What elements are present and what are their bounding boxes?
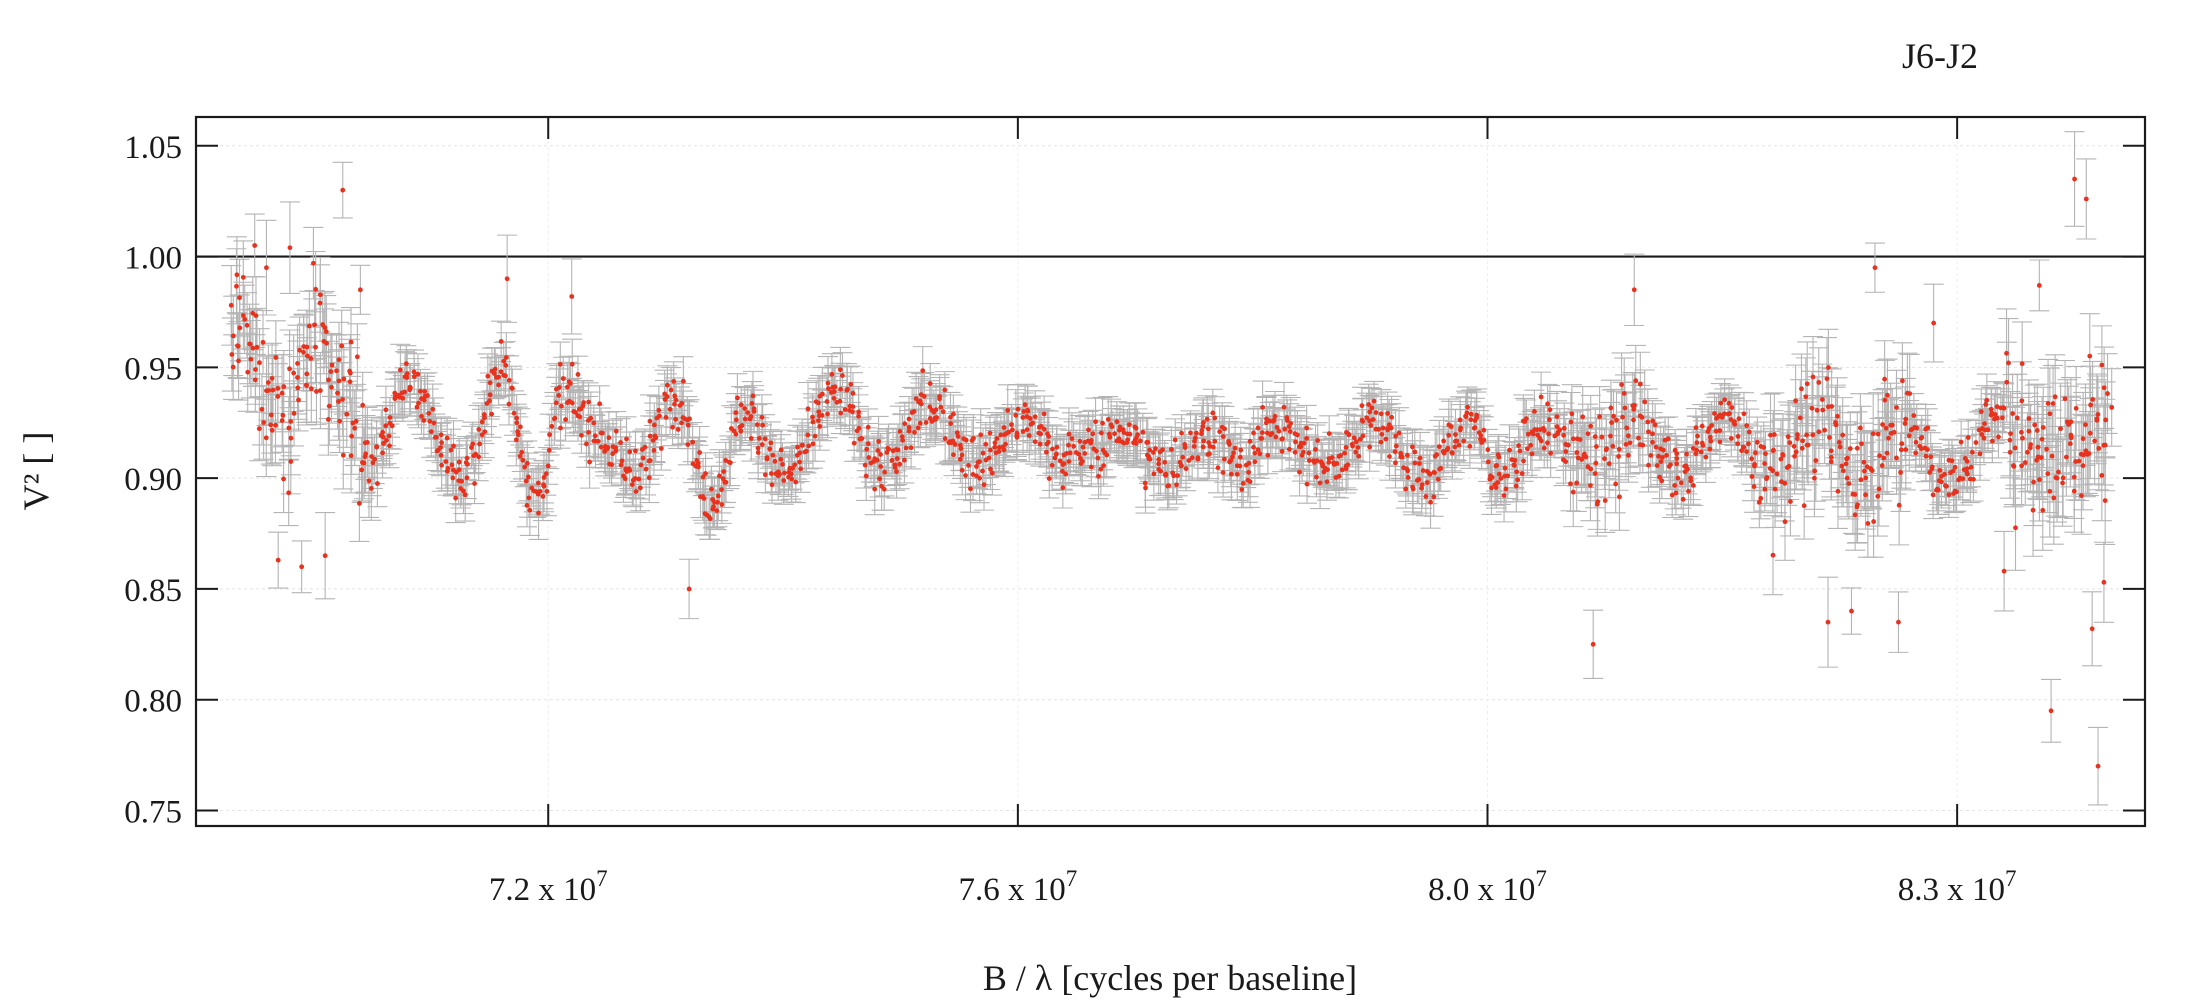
data-point	[304, 344, 310, 350]
data-point	[291, 370, 297, 376]
data-point	[237, 325, 243, 331]
data-point	[230, 333, 236, 339]
data-point	[268, 412, 274, 418]
data-point	[240, 313, 246, 318]
data-point	[259, 406, 265, 412]
data-point	[320, 322, 326, 327]
error-bars	[221, 131, 2122, 806]
data-point	[266, 388, 272, 393]
data-point	[268, 422, 274, 428]
data-point	[288, 419, 294, 424]
data-point	[257, 360, 262, 366]
data-point	[269, 427, 275, 433]
data-point	[324, 340, 329, 346]
data-point	[291, 411, 297, 416]
data-point	[250, 345, 256, 351]
data-point	[313, 344, 318, 350]
data-point	[301, 349, 306, 355]
data-point	[344, 411, 350, 417]
data-point	[273, 422, 278, 428]
data-point	[261, 420, 267, 425]
data-point	[253, 367, 258, 372]
data-point	[234, 283, 239, 289]
data-point	[337, 418, 343, 424]
data-point	[287, 366, 292, 372]
data-point	[254, 344, 260, 350]
data-point	[236, 358, 241, 364]
data-point	[288, 459, 294, 464]
data-point	[340, 452, 346, 458]
data-point	[275, 394, 281, 399]
data-point	[260, 339, 266, 345]
data-point	[341, 376, 347, 382]
data-point	[265, 380, 271, 385]
data-point	[244, 322, 250, 328]
data-point	[325, 417, 331, 422]
data-point	[286, 425, 292, 431]
data-point	[281, 384, 287, 390]
data-point	[329, 362, 335, 368]
data-point	[317, 292, 323, 298]
data-point	[248, 356, 254, 362]
data-point	[240, 274, 246, 280]
data-point	[334, 368, 339, 374]
data-point	[295, 375, 300, 380]
data-point	[329, 384, 334, 390]
data-point	[253, 313, 259, 319]
data-point	[328, 369, 334, 374]
data-point	[281, 476, 286, 482]
data-point	[252, 377, 258, 383]
data-point	[275, 386, 281, 391]
data-point	[340, 397, 345, 402]
data-point	[339, 343, 345, 349]
data-point	[247, 341, 252, 347]
data-point	[304, 371, 310, 377]
data-point	[314, 389, 319, 394]
data-point	[234, 272, 240, 278]
data-point	[230, 364, 236, 370]
data-point	[295, 385, 301, 391]
data-point	[288, 435, 294, 441]
data-point	[229, 352, 235, 357]
data-point	[269, 375, 275, 381]
data-point	[326, 403, 332, 409]
data-point	[326, 377, 331, 383]
data-point	[317, 300, 323, 306]
data-point	[263, 435, 269, 441]
data-point	[304, 383, 310, 388]
data-point	[256, 426, 262, 432]
data-point	[279, 418, 285, 423]
data-point	[312, 322, 317, 328]
data-point	[313, 286, 319, 292]
data-point	[335, 390, 340, 396]
data-point	[295, 361, 300, 366]
data-point	[308, 386, 314, 392]
data-points	[228, 176, 2115, 769]
data-point	[237, 295, 242, 301]
data-point	[270, 387, 276, 393]
data-point	[336, 399, 341, 404]
data-point	[336, 357, 342, 363]
data-point	[279, 390, 285, 396]
data-point	[245, 369, 251, 375]
data-point	[323, 329, 329, 335]
data-point	[273, 355, 279, 360]
data-point	[336, 378, 342, 384]
data-point	[235, 343, 241, 349]
data-point	[280, 412, 286, 418]
data-point	[306, 323, 312, 329]
data-point	[286, 490, 292, 496]
data-point	[304, 353, 310, 359]
data-point	[242, 316, 248, 322]
data-point	[297, 347, 303, 353]
data-point	[296, 397, 301, 403]
data-point	[317, 388, 323, 393]
data-point	[308, 356, 314, 361]
